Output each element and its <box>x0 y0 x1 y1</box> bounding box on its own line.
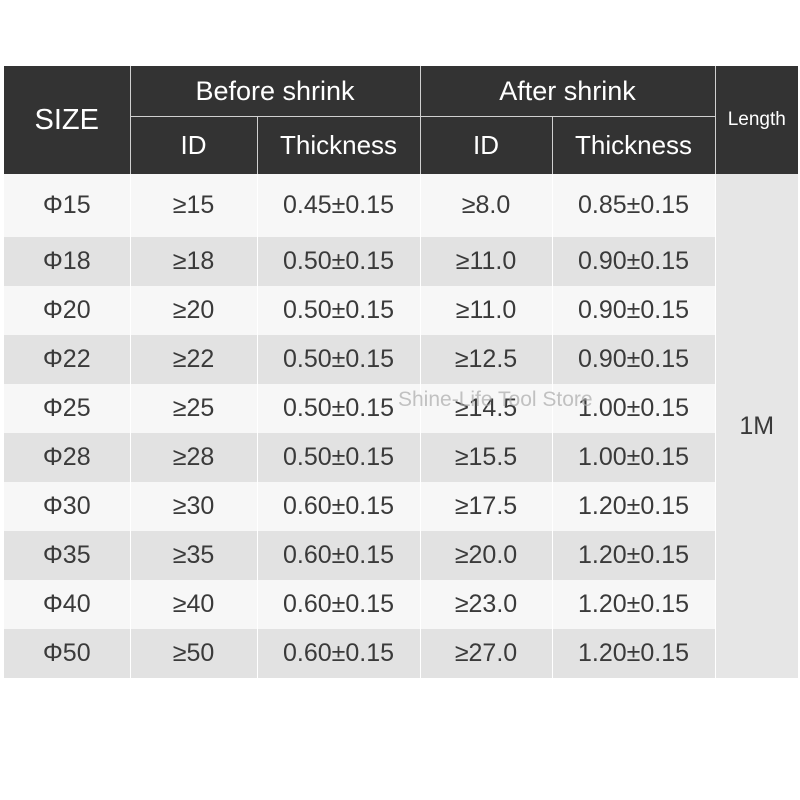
length-value: 1M <box>715 174 799 678</box>
after-thickness-cell: 1.00±0.15 <box>552 433 716 482</box>
before-id-cell: ≥50 <box>130 629 258 678</box>
size-cell: Φ35 <box>4 531 131 580</box>
size-cell: Φ30 <box>4 482 131 531</box>
size-cell: Φ18 <box>4 237 131 286</box>
after-id-cell: ≥20.0 <box>420 531 553 580</box>
table-row: Φ50 ≥50 0.60±0.15 ≥27.0 1.20±0.15 <box>4 629 798 678</box>
after-id-cell: ≥8.0 <box>420 174 553 237</box>
after-id-cell: ≥17.5 <box>420 482 553 531</box>
after-thickness-cell: 1.20±0.15 <box>552 482 716 531</box>
table-row: Φ35 ≥35 0.60±0.15 ≥20.0 1.20±0.15 <box>4 531 798 580</box>
after-id-cell: ≥27.0 <box>420 629 553 678</box>
before-thickness-cell: 0.60±0.15 <box>257 629 421 678</box>
before-thickness-cell: 0.50±0.15 <box>257 286 421 335</box>
table-row: Φ28 ≥28 0.50±0.15 ≥15.5 1.00±0.15 <box>4 433 798 482</box>
before-id-cell: ≥18 <box>130 237 258 286</box>
table-row: Φ40 ≥40 0.60±0.15 ≥23.0 1.20±0.15 <box>4 580 798 629</box>
before-shrink-header: Before shrink <box>130 66 421 117</box>
table-row: Φ15 ≥15 0.45±0.15 ≥8.0 0.85±0.15 1M <box>4 174 799 678</box>
size-cell: Φ28 <box>4 433 131 482</box>
before-id-cell: ≥25 <box>130 384 258 433</box>
after-thickness-cell: 0.90±0.15 <box>552 237 716 286</box>
spec-table: SIZE Before shrink After shrink Length I… <box>4 66 799 678</box>
after-id-cell: ≥11.0 <box>420 237 553 286</box>
before-thickness-cell: 0.60±0.15 <box>257 580 421 629</box>
after-thickness-cell: 0.90±0.15 <box>552 335 716 384</box>
after-id-header: ID <box>420 116 553 174</box>
before-id-cell: ≥22 <box>130 335 258 384</box>
before-thickness-cell: 0.50±0.15 <box>257 237 421 286</box>
before-id-cell: ≥40 <box>130 580 258 629</box>
after-id-cell: ≥23.0 <box>420 580 553 629</box>
size-cell: Φ40 <box>4 580 131 629</box>
size-cell: Φ50 <box>4 629 131 678</box>
table-header: SIZE Before shrink After shrink Length I… <box>4 66 799 174</box>
store-watermark: Shine-Life Tool Store <box>398 388 593 411</box>
size-cell: Φ22 <box>4 335 131 384</box>
before-thickness-cell: 0.50±0.15 <box>257 335 421 384</box>
size-cell: Φ25 <box>4 384 131 433</box>
before-thickness-cell: 0.60±0.15 <box>257 482 421 531</box>
table-row: Φ20 ≥20 0.50±0.15 ≥11.0 0.90±0.15 <box>4 286 798 335</box>
before-thickness-header: Thickness <box>257 116 421 174</box>
after-id-cell: ≥12.5 <box>420 335 553 384</box>
after-thickness-cell: 1.20±0.15 <box>552 531 716 580</box>
after-thickness-cell: 0.90±0.15 <box>552 286 716 335</box>
after-thickness-cell: 1.20±0.15 <box>552 629 716 678</box>
before-id-cell: ≥28 <box>130 433 258 482</box>
before-id-cell: ≥15 <box>130 174 258 237</box>
after-thickness-cell: 1.00±0.15 <box>552 384 716 433</box>
table-row: Φ18 ≥18 0.50±0.15 ≥11.0 0.90±0.15 <box>4 237 798 286</box>
after-thickness-cell: 1.20±0.15 <box>552 580 716 629</box>
table-row: Φ25 ≥25 0.50±0.15 ≥14.5 1.00±0.15 <box>4 384 798 433</box>
before-id-cell: ≥20 <box>130 286 258 335</box>
table-body: Φ15 ≥15 0.45±0.15 ≥8.0 0.85±0.15 1M Φ18 … <box>4 174 799 678</box>
table-row: Φ30 ≥30 0.60±0.15 ≥17.5 1.20±0.15 <box>4 482 798 531</box>
before-thickness-cell: 0.50±0.15 <box>257 384 421 433</box>
after-id-cell: ≥15.5 <box>420 433 553 482</box>
before-thickness-cell: 0.60±0.15 <box>257 531 421 580</box>
before-thickness-cell: 0.45±0.15 <box>257 174 421 237</box>
after-id-cell: ≥14.5 <box>420 384 553 433</box>
before-id-cell: ≥35 <box>130 531 258 580</box>
after-shrink-header: After shrink <box>420 66 716 117</box>
table-row: Φ22 ≥22 0.50±0.15 ≥12.5 0.90±0.15 <box>4 335 798 384</box>
before-id-header: ID <box>130 116 258 174</box>
size-cell: Φ20 <box>4 286 131 335</box>
size-header: SIZE <box>4 66 131 174</box>
before-thickness-cell: 0.50±0.15 <box>257 433 421 482</box>
after-id-cell: ≥11.0 <box>420 286 553 335</box>
length-header: Length <box>715 66 799 174</box>
size-cell: Φ15 <box>4 174 131 237</box>
before-id-cell: ≥30 <box>130 482 258 531</box>
after-thickness-header: Thickness <box>552 116 716 174</box>
after-thickness-cell: 0.85±0.15 <box>552 174 716 237</box>
